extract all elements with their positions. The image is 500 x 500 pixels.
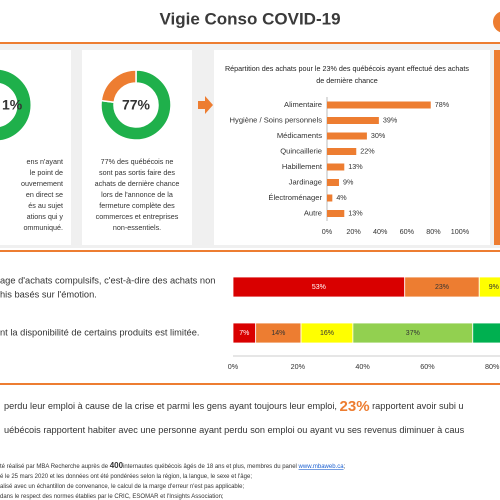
x-tick-label: 20% <box>346 227 361 236</box>
statement-part: uébécois rapportent habiter avec une per… <box>4 425 465 435</box>
footnote-part: té réalisé par MBA Recherche auprès de <box>0 464 110 470</box>
category-label: his basés sur l'émotion. <box>0 289 97 299</box>
bar <box>327 132 367 140</box>
value-label: 37% <box>406 330 420 337</box>
value-label: 14% <box>271 330 285 337</box>
chart-panel <box>214 50 490 245</box>
bar <box>327 101 431 109</box>
left-percent: 1% <box>2 97 23 113</box>
category-label: age d'achats compulsifs, c'est-à-dire de… <box>0 275 215 285</box>
category-label: Hygiène / Soins personnels <box>230 116 323 125</box>
panel-text: commerces et entreprises <box>96 212 179 221</box>
panel-text: fermeture complète des <box>99 201 175 210</box>
title: Vigie Conso COVID-19 <box>159 9 340 28</box>
category-label: Autre <box>304 209 322 218</box>
value-label: 4% <box>336 193 347 202</box>
statement-part: rapportent avoir subi u <box>370 401 464 411</box>
value-label: 39% <box>383 115 398 124</box>
value-label: 23% <box>435 284 449 291</box>
category-label: Alimentaire <box>284 100 322 109</box>
category-label: nt la disponibilité de certains produits… <box>0 327 199 337</box>
statement: perdu leur emploi à cause de la crise et… <box>4 398 464 415</box>
footnote: alisé avec un échantillon de convenance,… <box>0 484 244 490</box>
value-label: 22% <box>360 146 375 155</box>
x-tick-label: 60% <box>400 227 415 236</box>
category-label: Jardinage <box>289 178 322 187</box>
panel-text: ommuniqué. <box>23 223 63 232</box>
bar-segment <box>472 322 500 344</box>
panel-text: ations qui y <box>27 212 64 221</box>
category-label: Médicaments <box>277 131 322 140</box>
panel-text: achats de dernière chance <box>95 179 180 188</box>
x-tick-label: 20% <box>291 362 306 371</box>
footnote-part[interactable]: www.mbaweb.ca <box>298 464 345 470</box>
bar <box>327 179 339 186</box>
x-tick-label: 100% <box>451 227 470 236</box>
footnote-part: 400 <box>110 461 124 470</box>
value-label: 9% <box>343 177 354 186</box>
value-label: 7% <box>239 330 249 337</box>
value-label: 78% <box>435 100 450 109</box>
value-label: 30% <box>371 131 386 140</box>
x-tick-label: 0% <box>322 227 333 236</box>
bar <box>327 194 333 202</box>
bar <box>327 163 345 171</box>
footnote-part: é le 25 mars 2020 et les données ont été… <box>0 474 252 480</box>
footnote-part: ; <box>344 464 346 470</box>
logo <box>493 11 500 33</box>
statement: uébécois rapportent habiter avec une per… <box>4 425 465 435</box>
statement-part: 23% <box>340 398 370 415</box>
bar-title: Répartition des achats pour le 23% des q… <box>224 64 469 85</box>
x-tick-label: 40% <box>355 362 370 371</box>
panel-text: sont pas sortis faire des <box>99 168 175 177</box>
donut-segment <box>100 69 172 141</box>
panel-text: en direct se <box>26 190 63 199</box>
bar <box>327 210 345 217</box>
x-tick-label: 80% <box>485 362 500 371</box>
category-label: Quincaillerie <box>280 147 322 156</box>
panel-text: ouvernement <box>21 179 63 188</box>
x-tick-label: 60% <box>420 362 435 371</box>
value-label: 16% <box>320 330 334 337</box>
x-tick-label: 80% <box>426 227 441 236</box>
footnote-part: dans le respect des normes établies par … <box>0 494 224 500</box>
x-tick-label: 40% <box>373 227 388 236</box>
footnote: é le 25 mars 2020 et les données ont été… <box>0 474 252 480</box>
category-label: Habillement <box>282 162 323 171</box>
panel-text: és au sujet <box>28 201 63 210</box>
x-tick-label: 0% <box>228 362 239 371</box>
bar <box>327 117 379 124</box>
panel-text: le point de <box>30 168 63 177</box>
value-label: 13% <box>348 162 363 171</box>
right-edge <box>494 50 500 245</box>
value-label: 53% <box>312 284 326 291</box>
footnote: dans le respect des normes établies par … <box>0 494 224 500</box>
bar <box>327 148 357 155</box>
value-label: 9% <box>489 284 499 291</box>
statement-part: perdu leur emploi à cause de la crise et… <box>4 401 340 411</box>
panel-text: non-essentiels. <box>113 223 161 232</box>
category-label: Électroménager <box>268 193 322 202</box>
footnote-part: alisé avec un échantillon de convenance,… <box>0 484 244 490</box>
arrow <box>198 96 213 114</box>
panel-text: ens n'ayant <box>26 157 63 166</box>
bar-segment <box>478 276 500 298</box>
panel-text: lors de l'annonce de la <box>101 190 173 199</box>
panel-text: 77% des québécois ne <box>101 157 174 166</box>
donut-label: 77% <box>122 97 151 113</box>
value-label: 13% <box>348 208 363 217</box>
donut-segment <box>100 69 137 104</box>
footnote: té réalisé par MBA Recherche auprès de 4… <box>0 461 346 470</box>
left-donut <box>0 69 31 141</box>
footnote-part: internautes québécois âgés de 18 ans et … <box>123 464 298 470</box>
